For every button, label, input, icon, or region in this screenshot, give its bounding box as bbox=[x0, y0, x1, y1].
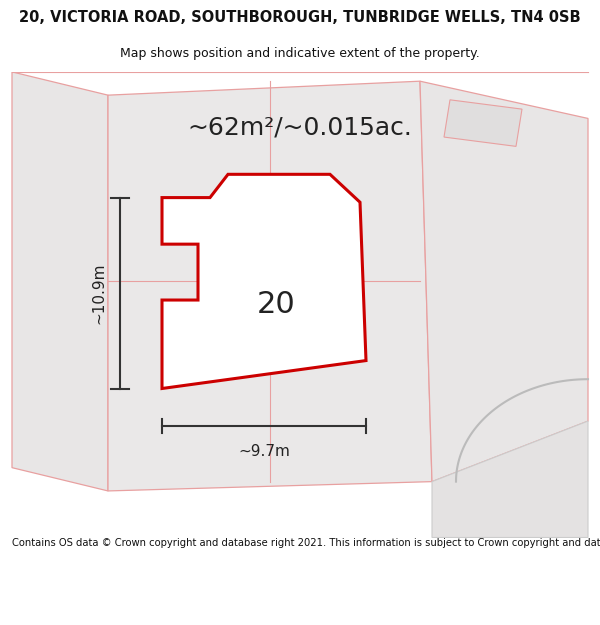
Polygon shape bbox=[162, 174, 366, 389]
Text: Contains OS data © Crown copyright and database right 2021. This information is : Contains OS data © Crown copyright and d… bbox=[12, 538, 600, 548]
Text: 20, VICTORIA ROAD, SOUTHBOROUGH, TUNBRIDGE WELLS, TN4 0SB: 20, VICTORIA ROAD, SOUTHBOROUGH, TUNBRID… bbox=[19, 11, 581, 26]
Text: ~62m²/~0.015ac.: ~62m²/~0.015ac. bbox=[188, 116, 412, 140]
Polygon shape bbox=[108, 81, 432, 491]
Polygon shape bbox=[12, 72, 108, 491]
Polygon shape bbox=[432, 421, 588, 538]
Polygon shape bbox=[444, 100, 522, 146]
Text: ~10.9m: ~10.9m bbox=[91, 262, 107, 324]
Text: 20: 20 bbox=[257, 290, 295, 319]
Text: Map shows position and indicative extent of the property.: Map shows position and indicative extent… bbox=[120, 48, 480, 61]
Polygon shape bbox=[420, 81, 588, 482]
Text: ~9.7m: ~9.7m bbox=[238, 444, 290, 459]
